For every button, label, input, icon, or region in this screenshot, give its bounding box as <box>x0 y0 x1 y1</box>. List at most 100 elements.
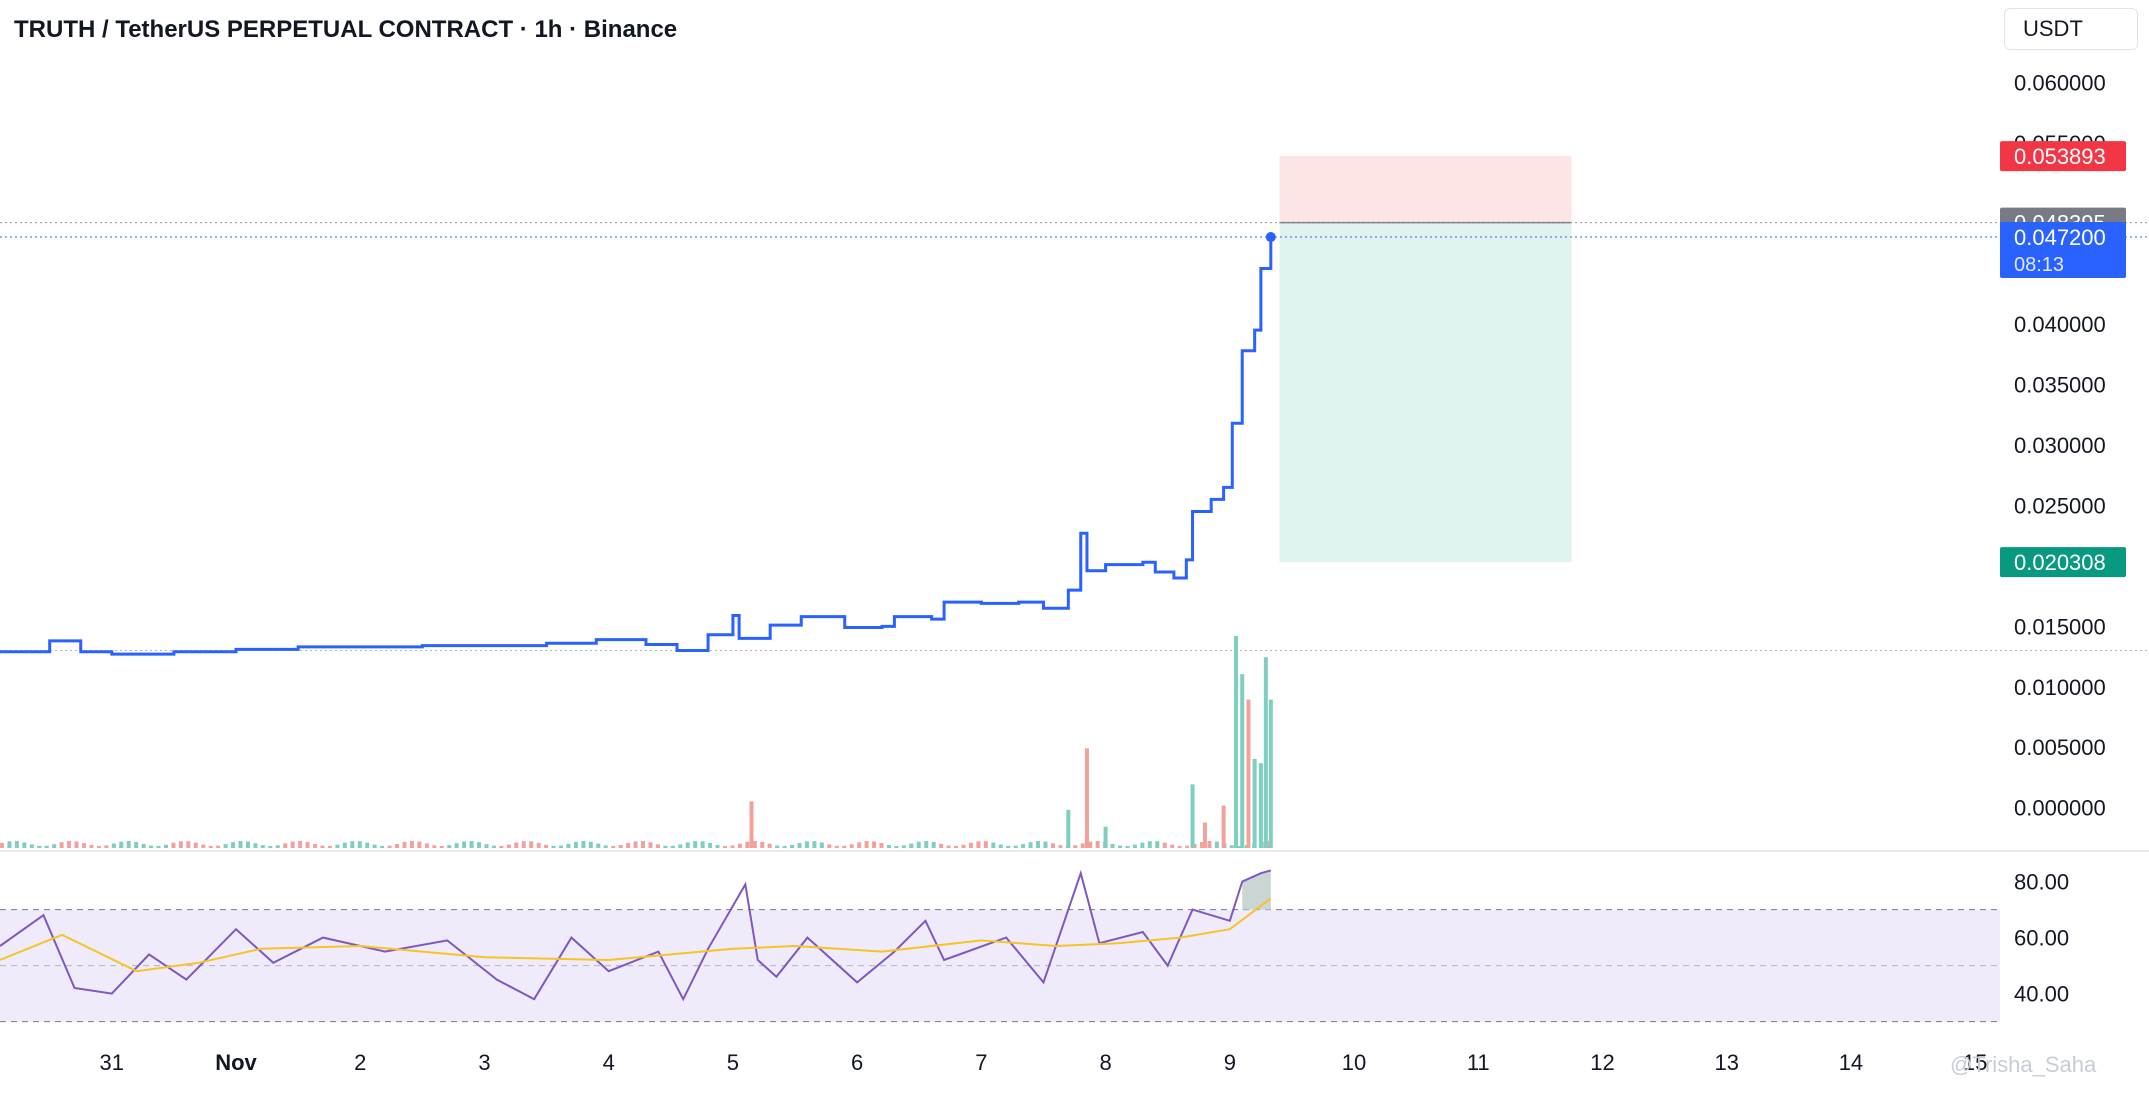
countdown-label: 08:13 <box>2014 254 2064 276</box>
volume-bar <box>327 845 332 848</box>
time-axis-tick: 3 <box>478 1050 490 1075</box>
volume-bar <box>7 841 12 848</box>
volume-bar <box>484 844 489 848</box>
volume-bar <box>1221 805 1226 848</box>
volume-bar <box>581 841 586 848</box>
volume-bar <box>722 845 727 848</box>
time-axis-tick: 14 <box>1839 1050 1863 1075</box>
volume-bar <box>186 841 191 848</box>
volume-bar <box>14 841 19 848</box>
volume-bar <box>886 845 891 848</box>
volume-bar <box>178 841 183 848</box>
volume-bar <box>749 801 754 848</box>
volume-bar <box>491 845 496 848</box>
volume-bar <box>968 842 973 848</box>
volume-bar <box>626 843 631 848</box>
rsi-axis-tick: 80.00 <box>2014 870 2069 895</box>
volume-bar <box>551 845 556 848</box>
volume-bar <box>1050 843 1055 848</box>
volume-bar <box>67 841 72 848</box>
price-axis-tick: 0.060000 <box>2014 70 2106 95</box>
time-axis-tick: Nov <box>215 1050 257 1075</box>
volume-bar <box>201 844 206 848</box>
volume-bar <box>939 843 944 848</box>
target-price-label: 0.020308 <box>2014 550 2106 575</box>
volume-bar <box>1263 657 1268 848</box>
time-axis-tick: 11 <box>1467 1050 1490 1075</box>
volume-bar <box>208 845 213 848</box>
volume-bar <box>1246 699 1251 848</box>
volume-bar <box>372 844 377 848</box>
volume-bar <box>462 841 467 848</box>
volume-bar <box>1185 845 1190 848</box>
volume-bar <box>141 843 146 848</box>
time-axis-tick: 8 <box>1099 1050 1111 1075</box>
volume-bar <box>402 842 407 848</box>
volume-bar <box>618 845 623 848</box>
time-axis-tick: 5 <box>727 1050 739 1075</box>
volume-bar <box>52 844 57 848</box>
volume-bar <box>104 845 109 848</box>
volume-bar <box>231 842 236 848</box>
time-axis-tick: 10 <box>1342 1050 1366 1075</box>
volume-bar <box>365 842 370 848</box>
volume-bar <box>872 841 877 848</box>
volume-bar <box>432 845 437 848</box>
rsi-ma-line <box>0 897 1272 973</box>
volume-bar <box>238 841 243 848</box>
volume-bar <box>678 844 683 848</box>
volume-bar <box>655 844 660 848</box>
volume-bar <box>0 842 4 848</box>
rsi-line <box>0 869 1272 1002</box>
volume-bar <box>998 844 1003 848</box>
volume-bar <box>1234 636 1239 848</box>
volume-bar <box>976 841 981 848</box>
volume-bar <box>834 845 839 848</box>
time-axis-tick: 2 <box>354 1050 366 1075</box>
volume-bar <box>357 841 362 848</box>
volume-bar <box>395 843 400 848</box>
volume-bar <box>961 844 966 848</box>
volume-bar <box>387 845 392 848</box>
volume-bar <box>708 842 713 848</box>
volume-bar <box>1268 699 1273 848</box>
volume-bar <box>275 845 280 848</box>
volume-bar <box>44 845 49 848</box>
volume-bar <box>335 844 340 848</box>
rsi-overbought-fill <box>1242 870 1271 910</box>
volume-bar <box>89 845 94 848</box>
volume-bar <box>1258 763 1263 848</box>
volume-bar <box>1147 841 1152 848</box>
volume-bar <box>1058 845 1063 848</box>
time-axis-tick: 4 <box>603 1050 615 1075</box>
volume-bar <box>1155 841 1160 848</box>
volume-bar <box>245 841 250 848</box>
watermark-text: @Trisha_Saha <box>1950 1052 2097 1077</box>
volume-bar <box>1170 844 1175 848</box>
volume-bar <box>685 842 690 848</box>
volume-bar <box>499 845 504 848</box>
volume-bar <box>842 845 847 848</box>
price-axis-tick: 0.030000 <box>2014 433 2106 458</box>
volume-bar <box>573 841 578 848</box>
volume-bar <box>81 843 86 848</box>
rsi-axis-tick: 60.00 <box>2014 926 2069 951</box>
volume-bar <box>74 841 79 848</box>
volume-bar <box>1095 841 1100 848</box>
volume-bar <box>1028 842 1033 848</box>
take-profit-zone <box>1279 222 1572 563</box>
volume-bar <box>477 842 482 848</box>
price-axis-tick: 0.000000 <box>2014 796 2106 821</box>
currency-selector[interactable]: USDT <box>2004 8 2138 50</box>
stop-price-badge <box>2000 141 2126 172</box>
volume-bar <box>1073 845 1078 848</box>
volume-bar <box>1202 822 1207 848</box>
currency-label: USDT <box>2023 16 2083 41</box>
volume-bar <box>879 843 884 848</box>
volume-bar <box>640 841 645 848</box>
volume-bar <box>1140 842 1145 848</box>
volume-bar <box>1207 841 1212 848</box>
volume-bar <box>342 842 347 848</box>
symbol-title[interactable]: TRUTH / TetherUS PERPETUAL CONTRACT · 1h… <box>14 16 678 43</box>
